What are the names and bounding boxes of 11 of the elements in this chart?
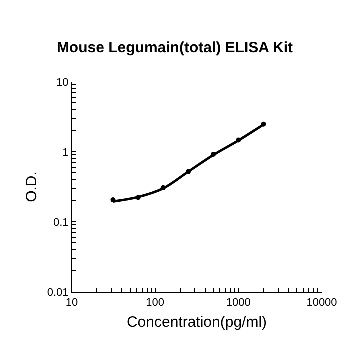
x-tick-label: 10: [66, 297, 78, 310]
x-tick-label: 100: [146, 297, 165, 310]
y-tick-label: 1: [62, 146, 69, 159]
chart-title: Mouse Legumain(total) ELISA Kit: [56, 40, 294, 56]
y-tick-label: 0.01: [47, 286, 69, 299]
y-axis-title: O.D.: [24, 172, 41, 202]
x-tick-label: 10000: [306, 297, 338, 310]
y-tick-label: 0.1: [54, 216, 69, 229]
x-axis-title: Concentration(pg/ml): [126, 314, 268, 332]
y-tick-label: 10: [56, 76, 69, 89]
x-tick-label: 1000: [226, 297, 251, 310]
